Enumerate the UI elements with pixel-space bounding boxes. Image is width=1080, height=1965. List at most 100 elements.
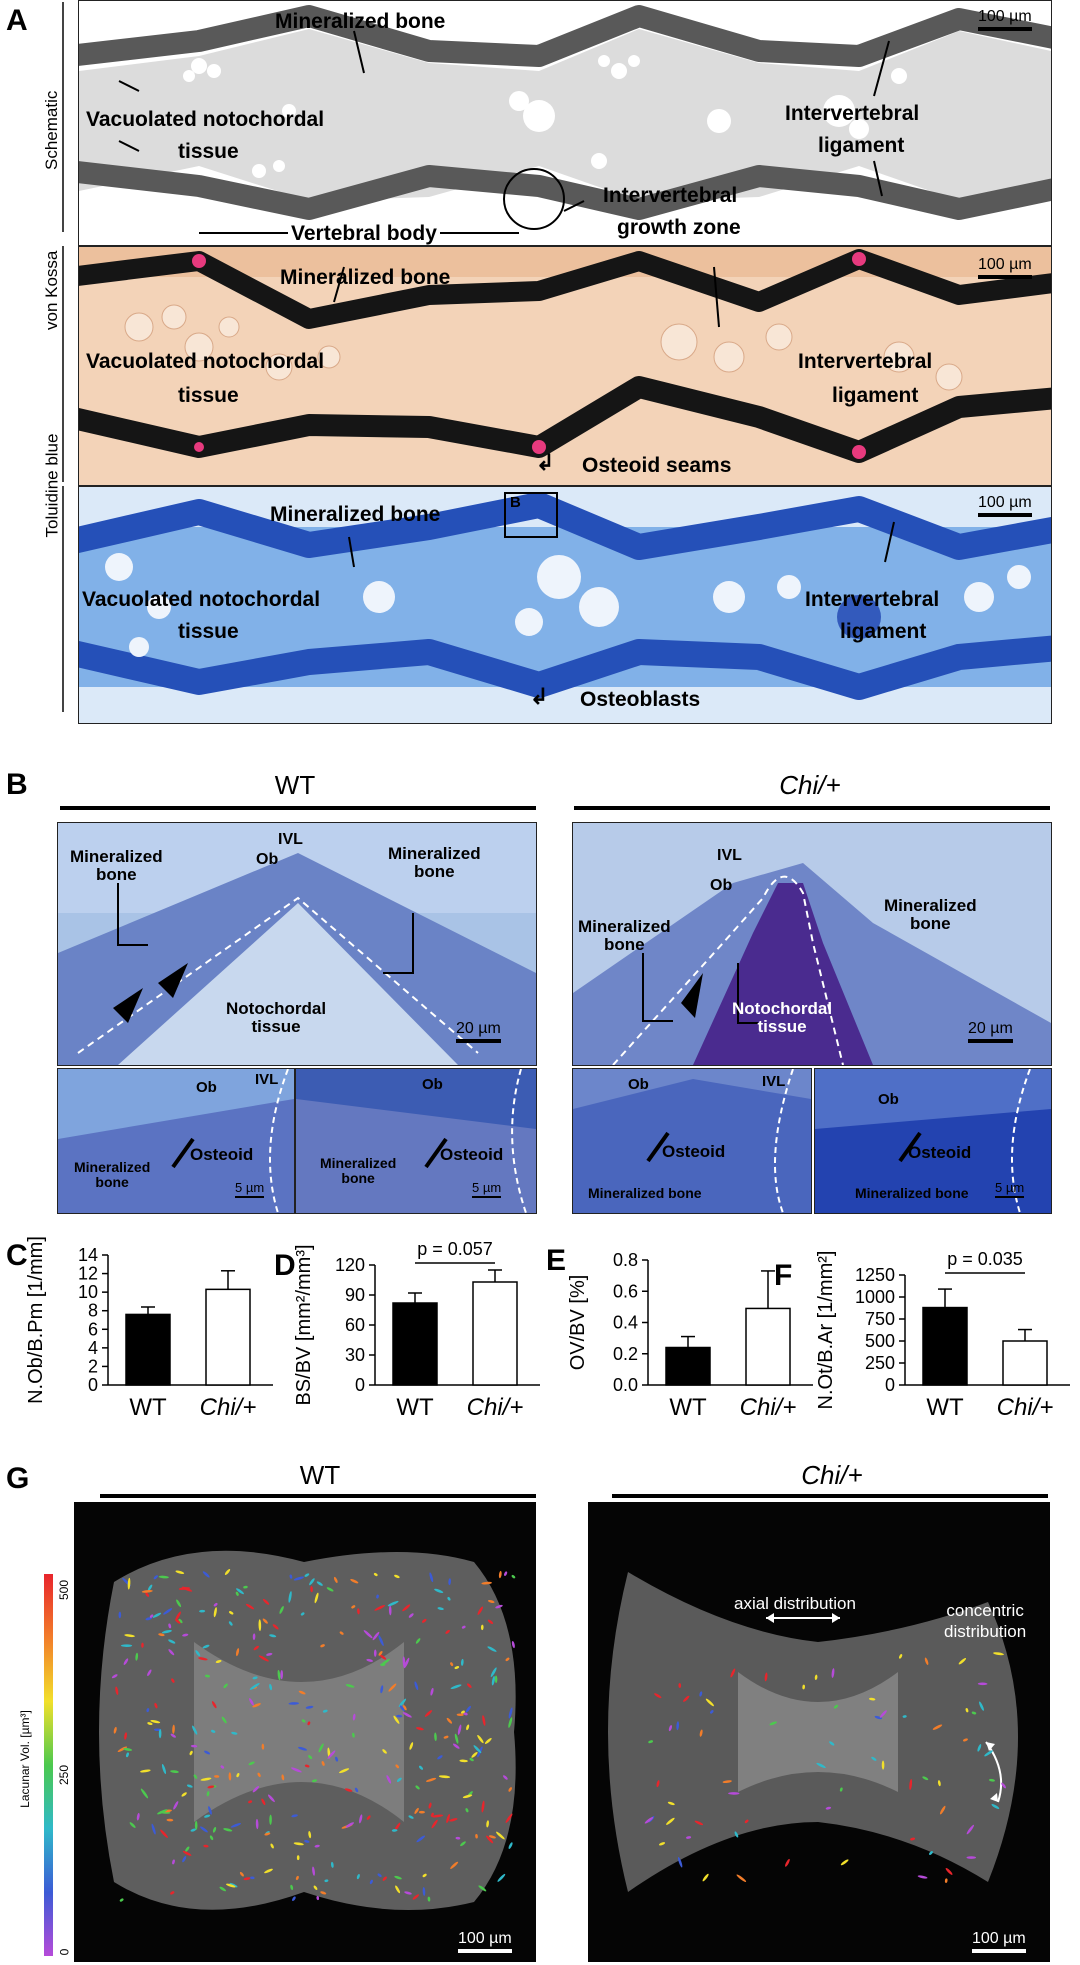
lacuna <box>304 1573 310 1577</box>
label-line: distribution <box>944 1622 1027 1642</box>
lacuna <box>505 1657 510 1662</box>
lacuna <box>193 1774 198 1779</box>
scalebar: 20 µm <box>456 1020 501 1043</box>
label-tissue: tissue <box>178 384 239 407</box>
lacuna <box>394 1822 401 1831</box>
y-tick-label: 1250 <box>855 1265 895 1285</box>
lacuna <box>802 1684 805 1690</box>
lacuna <box>378 1635 384 1646</box>
leader-line <box>873 160 883 197</box>
lacuna <box>376 1594 379 1599</box>
lacuna <box>213 1607 217 1618</box>
lacuna <box>236 1648 240 1657</box>
inset-drawing <box>58 1069 294 1213</box>
chart-letter: F <box>774 1259 792 1292</box>
lacuna <box>705 1698 715 1707</box>
wt-main-image <box>57 822 537 1066</box>
lacuna <box>730 1668 736 1678</box>
label-notochordal: Notochordal tissue <box>226 1000 326 1036</box>
lacuna <box>338 1768 350 1774</box>
lacuna <box>204 1814 211 1818</box>
lacuna <box>736 1874 747 1882</box>
lacuna <box>421 1618 427 1623</box>
lacuna <box>402 1712 412 1718</box>
group-title-wt: WT <box>299 1460 341 1490</box>
lacuna <box>1001 1782 1006 1789</box>
lacuna <box>261 1743 265 1750</box>
y-tick-label: 120 <box>335 1255 365 1275</box>
lacuna <box>466 1683 472 1688</box>
lacuna <box>248 1761 255 1766</box>
category-label: WT <box>129 1394 167 1421</box>
lacuna <box>728 1792 740 1795</box>
lacuna <box>839 1787 843 1792</box>
lacuna <box>327 1750 336 1759</box>
lacuna <box>135 1652 139 1661</box>
lacuna <box>416 1835 426 1843</box>
y-axis-label: N.Ob/B.Pm [1/mm] <box>25 1236 47 1404</box>
lacuna <box>656 1780 660 1788</box>
lacuna <box>473 1745 482 1754</box>
lacuna <box>215 1659 222 1664</box>
lacuna <box>415 1727 424 1731</box>
lacuna <box>363 1630 373 1639</box>
lacuna <box>296 1855 300 1861</box>
lacuna <box>129 1822 136 1828</box>
lacuna <box>258 1655 269 1662</box>
label-ob: Ob <box>710 877 733 894</box>
wt-inset-2 <box>295 1068 537 1214</box>
lacuna <box>377 1873 382 1878</box>
lacuna <box>320 1644 325 1648</box>
lacuna <box>223 1828 233 1832</box>
lacuna <box>414 1681 419 1691</box>
label-mineralized: Mineralized bone <box>70 848 163 884</box>
lacuna <box>505 1813 513 1823</box>
lacuna <box>461 1710 465 1714</box>
lacuna <box>262 1618 268 1624</box>
lacuna <box>419 1765 423 1770</box>
lacuna <box>508 1787 512 1792</box>
lacuna <box>125 1752 129 1758</box>
panel-a-letter: A <box>6 4 28 37</box>
lacuna <box>252 1703 261 1708</box>
lacuna <box>308 1830 312 1839</box>
lacuna <box>829 1741 835 1746</box>
lacuna <box>219 1886 227 1892</box>
label-mineralized-bone: Mineralized bone <box>280 266 451 289</box>
lacuna <box>204 1674 210 1678</box>
lacuna <box>113 1726 117 1734</box>
lacuna <box>457 1724 462 1735</box>
lacuna <box>189 1750 193 1756</box>
lacuna <box>350 1579 359 1584</box>
growth-zone-circle <box>503 168 565 230</box>
lacuna <box>702 1873 709 1882</box>
lacuna <box>398 1698 407 1708</box>
label-tissue: tissue <box>178 140 239 163</box>
lacuna <box>469 1757 474 1762</box>
lacuna <box>373 1649 377 1657</box>
bone-bottom <box>79 161 1051 220</box>
lacuna <box>456 1713 464 1717</box>
lacuna <box>734 1831 739 1838</box>
lacuna <box>465 1705 471 1713</box>
lacuna <box>147 1669 152 1677</box>
lacuna <box>269 1683 273 1691</box>
lacuna <box>427 1896 431 1902</box>
lacuna <box>267 1794 275 1803</box>
lacuna <box>300 1612 305 1616</box>
y-tick-label: 0 <box>885 1375 895 1395</box>
lacuna <box>175 1619 181 1624</box>
lacuna <box>374 1605 386 1611</box>
leader-line <box>383 913 414 974</box>
lacuna <box>168 1649 175 1656</box>
lacuna <box>434 1588 444 1594</box>
lacuna <box>255 1818 259 1830</box>
lacuna <box>937 1780 941 1787</box>
lacuna <box>161 1630 172 1634</box>
lacuna <box>206 1791 210 1797</box>
lacuna <box>648 1740 654 1744</box>
lacuna <box>316 1581 323 1586</box>
lacuna <box>965 1708 969 1713</box>
lacuna <box>465 1808 469 1813</box>
lacuna <box>450 1684 462 1690</box>
